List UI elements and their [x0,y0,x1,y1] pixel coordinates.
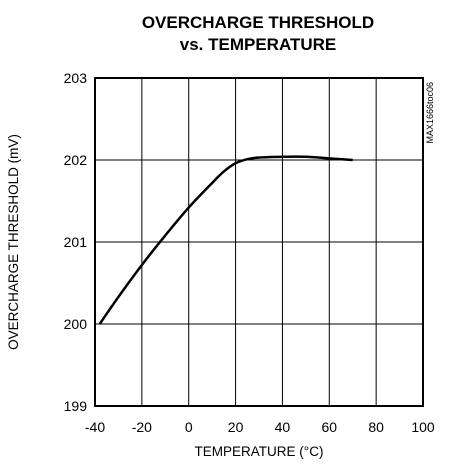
chart-title-line1: OVERCHARGE THRESHOLD [142,13,374,32]
grid [95,78,423,406]
x-tick-label: 40 [275,419,291,435]
chart-code-label: MAX1666toc06 [425,82,435,144]
x-tick-labels: -40 -20 0 20 40 60 80 100 [85,419,435,435]
y-tick-labels: 199 200 201 202 203 [64,70,88,414]
chart-title-line2: vs. TEMPERATURE [180,35,337,54]
x-tick-label: 80 [368,419,384,435]
x-tick-label: 20 [228,419,244,435]
x-axis-label: TEMPERATURE (°C) [195,444,324,459]
y-tick-label: 203 [64,70,88,86]
y-tick-label: 202 [64,152,88,168]
plot-frame [94,77,424,407]
x-tick-label: -40 [85,419,105,435]
y-axis-label: OVERCHARGE THRESHOLD (mV) [6,134,21,350]
x-tick-label: 100 [411,419,435,435]
series-layer [98,155,353,325]
x-tick-label: 0 [185,419,193,435]
x-tick-label: 60 [321,419,337,435]
x-tick-label: -20 [132,419,152,435]
y-tick-label: 201 [64,234,88,250]
series-line [98,155,353,325]
y-tick-label: 200 [64,316,88,332]
y-tick-label: 199 [64,398,88,414]
